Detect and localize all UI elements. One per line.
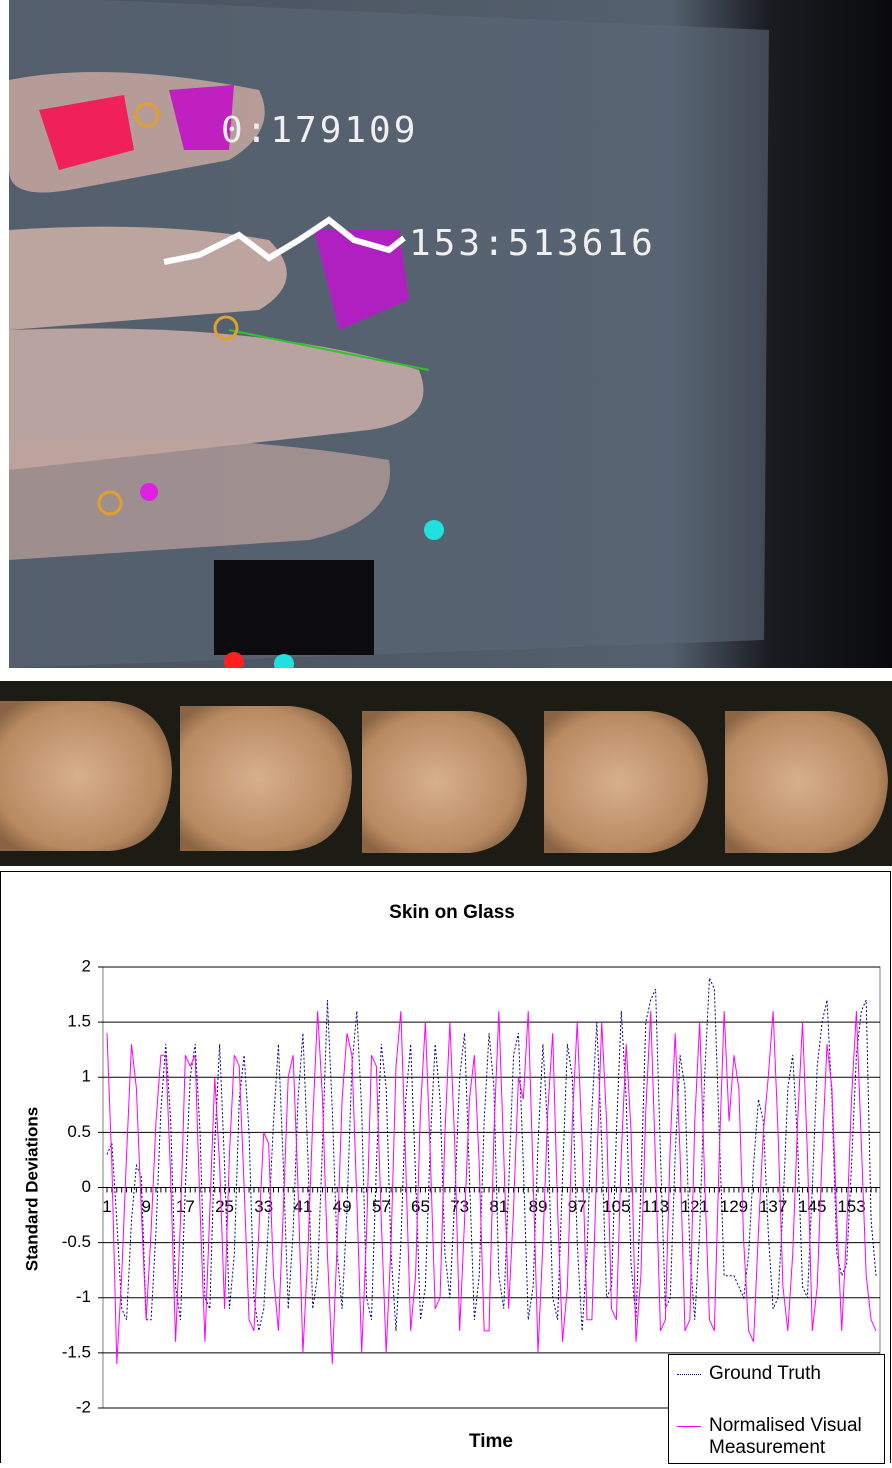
x-tick-label: 89 [529,1197,548,1216]
chart-title: Skin on Glass [389,902,515,923]
series-line [106,977,877,1331]
dark-object [214,560,374,655]
x-tick-label: 145 [798,1197,826,1216]
legend-swatch [677,1426,701,1427]
overlay-label: 153:513616 [409,223,656,264]
legend-item: Normalised Visual Measurement [677,1415,879,1459]
tracker-link [228,329,430,371]
fingertip-strip [0,681,892,866]
y-tick-label: 0.5 [67,1122,91,1141]
legend-swatch [677,1374,701,1375]
x-tick-label: 65 [411,1197,430,1216]
x-tick-label: 97 [568,1197,587,1216]
fingertip [725,711,888,853]
x-tick-label: 113 [642,1197,669,1216]
y-tick-label: -2 [76,1397,91,1416]
x-tick-label: 105 [602,1197,630,1216]
camera-frame: 0:179109 153:513616 [9,0,892,668]
legend-label: Ground Truth [709,1363,821,1384]
fingertip [362,711,527,853]
legend-item: Ground Truth [677,1363,879,1385]
marker [97,490,123,516]
y-tick-label: 1 [82,1067,91,1086]
marker [224,652,244,668]
finger [9,226,287,330]
fingertip [180,706,352,851]
y-tick-label: -1.5 [62,1342,91,1361]
marker [274,654,294,668]
y-tick-label: -0.5 [62,1232,91,1251]
x-tick-label: 1 [102,1197,111,1216]
x-axis-label: Time [469,1431,513,1452]
finger [9,328,424,470]
fingertip [544,711,708,853]
y-tick-label: 2 [82,956,91,975]
fingertip [0,701,172,851]
chart: Skin on Glass Standard Deviations Time -… [0,871,891,1468]
series-line [106,1011,877,1364]
x-tick-label: 73 [450,1197,469,1216]
marker [140,483,158,501]
overlay-label: 0:179109 [221,110,418,151]
finger [9,437,390,560]
tracker-patch [314,230,409,330]
chart-panel: Skin on Glass Standard Deviations Time -… [0,871,892,1468]
tracker-patch [169,85,234,150]
y-tick-label: -1 [76,1287,91,1306]
marker [424,520,444,540]
y-tick-label: 1.5 [67,1012,91,1031]
x-tick-label: 81 [489,1197,508,1216]
y-axis-label: Standard Deviations [22,1107,41,1271]
x-tick-label: 9 [141,1197,150,1216]
fingertips [0,701,888,853]
legend: Ground Truth Normalised Visual Measuremen… [668,1354,885,1464]
x-tick-label: 33 [254,1197,273,1216]
x-tick-label: 25 [215,1197,234,1216]
x-tick-label: 129 [720,1197,748,1216]
marker [213,315,239,341]
legend-label: Normalised Visual Measurement [709,1415,862,1458]
tracker-patch [39,95,134,170]
x-tick-label: 153 [837,1197,865,1216]
y-tick-label: 0 [82,1177,91,1196]
x-tick-label: 121 [681,1197,709,1216]
trace [163,216,406,265]
marker [134,102,160,128]
